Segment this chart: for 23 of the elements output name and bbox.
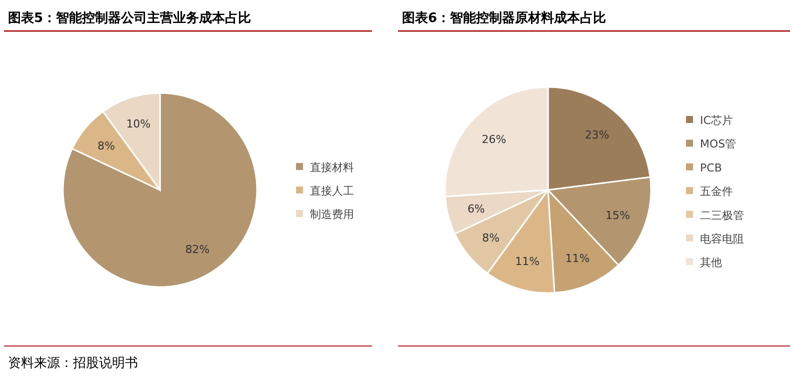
data-label: 82% <box>185 242 210 256</box>
legend-label: 电容电阻 <box>700 232 744 246</box>
chart-title: 图表6：智能控制器原材料成本占比 <box>402 10 606 26</box>
legend-label: 二三极管 <box>700 208 744 222</box>
data-label: 23% <box>584 128 610 142</box>
data-label: 11% <box>515 255 540 268</box>
legend-label: 制造费用 <box>310 208 354 221</box>
data-label: 8% <box>97 139 115 152</box>
data-label: 26% <box>482 133 506 146</box>
chart-title: 图表5：智能控制器公司主营业务成本占比 <box>8 10 252 26</box>
legend-label: 五金件 <box>700 185 733 198</box>
data-label: 11% <box>565 252 590 266</box>
legend-label: 直接人工 <box>310 184 354 198</box>
legend-label: 其他 <box>700 256 722 270</box>
data-label: 10% <box>126 118 151 131</box>
data-label: 6% <box>467 202 485 216</box>
legend-label: 直接材料 <box>310 161 354 174</box>
legend-label: IC芯片 <box>700 114 733 127</box>
data-label: 15% <box>606 209 630 222</box>
data-label: 8% <box>482 231 500 244</box>
text: 资料来源：招股说明书 <box>8 356 138 371</box>
legend-label: MOS管 <box>700 138 736 151</box>
legend-label: PCB <box>700 161 722 174</box>
